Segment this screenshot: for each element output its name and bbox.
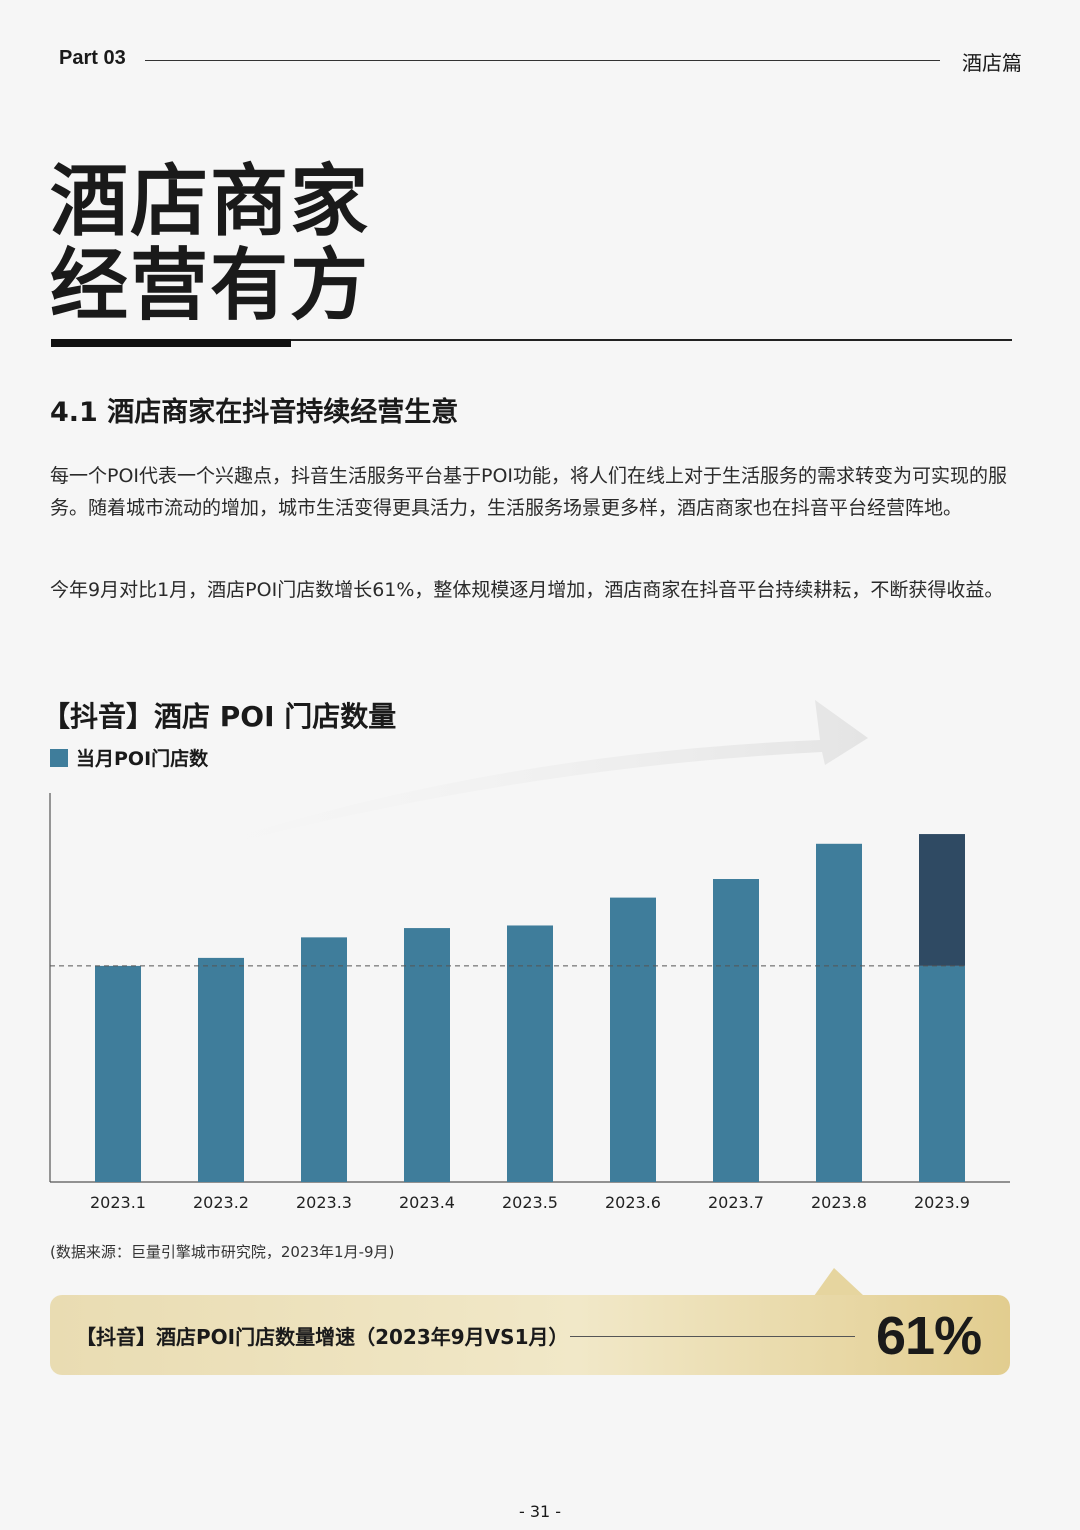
x-tick-label: 2023.4: [399, 1193, 455, 1212]
bar-chart: 2023.1 2023.2 2023.3 2023.4 2023.5 2023.6 2023…: [49, 700, 1010, 1212]
x-tick-label: 2023.1: [90, 1193, 146, 1212]
growth-banner: [50, 1295, 1010, 1375]
paragraph-2: 今年9月对比1月，酒店POI门店数增长61%，整体规模逐月增加，酒店商家在抖音平…: [50, 579, 1004, 601]
x-tick-label: 2023.2: [193, 1193, 249, 1212]
x-tick-label: 2023.5: [502, 1193, 558, 1212]
x-tick-label: 2023.7: [708, 1193, 764, 1212]
page-title: 酒店商家 经营有方: [50, 160, 370, 328]
bar-2023.7: [713, 879, 759, 1182]
bar-2023.5: [507, 925, 553, 1182]
bar-2023.3: [301, 937, 347, 1182]
bar-2023.1: [95, 965, 141, 1182]
bar-2023.8: [816, 843, 862, 1182]
title-underline-thin: [291, 339, 1012, 341]
title-underline-thick: [51, 339, 291, 347]
section-heading: 4.1 酒店商家在抖音持续经营生意: [50, 397, 459, 428]
page-title-line2: 经营有方: [50, 241, 371, 331]
page-title-line1: 酒店商家: [50, 157, 371, 247]
x-tick-label: 2023.3: [296, 1193, 352, 1212]
bar-2023.4: [404, 928, 450, 1182]
banner-tip: [814, 1268, 864, 1296]
trend-arrow-decoration: [120, 700, 868, 875]
section-label: 酒店篇: [962, 51, 1022, 75]
banner-label: 【抖音】酒店POI门店数量增速（2023年9月VS1月）: [76, 1325, 569, 1349]
banner-rule: [570, 1336, 855, 1337]
header-rule: [145, 60, 940, 61]
bar-2023.2: [198, 957, 244, 1182]
banner-value: 61%: [876, 1306, 982, 1366]
page-number: - 31 -: [518, 1502, 562, 1521]
data-source: (数据来源：巨量引擎城市研究院，2023年1月-9月): [50, 1243, 395, 1261]
bar-2023.6: [610, 897, 656, 1182]
bar-2023.9-growth: [919, 834, 965, 966]
part-label: Part 03: [59, 47, 126, 69]
bar-2023.9-base: [919, 965, 965, 1182]
paragraph-1: 每一个POI代表一个兴趣点，抖音生活服务平台基于POI功能，将人们在线上对于生活…: [50, 465, 1008, 519]
x-tick-label: 2023.8: [811, 1193, 867, 1212]
legend-swatch: [50, 748, 68, 767]
x-tick-label: 2023.6: [605, 1193, 661, 1212]
chart-title: 【抖音】酒店 POI 门店数量: [42, 700, 397, 733]
legend-label: 当月POI门店数: [76, 748, 209, 770]
x-tick-label: 2023.9: [914, 1193, 970, 1212]
chart-legend: 当月POI门店数: [50, 744, 208, 771]
